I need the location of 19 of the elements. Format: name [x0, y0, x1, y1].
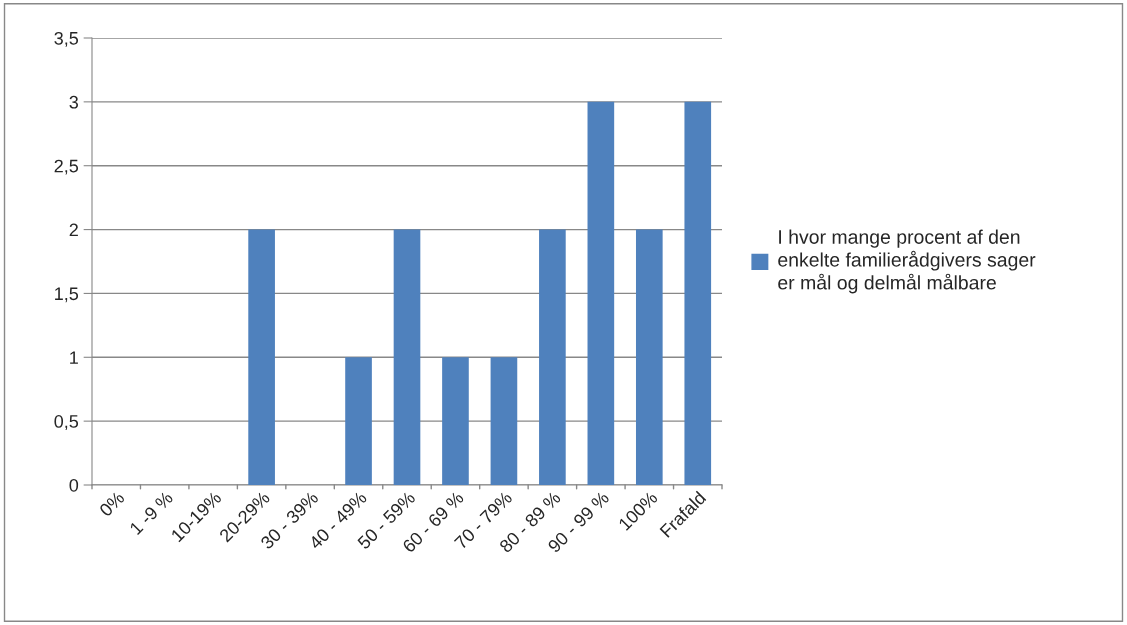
y-tick-label: 1	[70, 351, 78, 364]
x-tick-label: 0%	[98, 490, 126, 518]
y-tick-label: 0,5	[54, 415, 79, 430]
bar	[442, 357, 469, 485]
y-tick-label: 3	[69, 95, 79, 109]
y-tick-label: 3,5	[54, 31, 79, 47]
bar	[587, 101, 615, 485]
bar	[490, 357, 518, 485]
y-tick-label: 0	[69, 478, 79, 492]
y-tick-label: 2	[69, 223, 78, 237]
bar	[635, 229, 663, 485]
bar	[345, 357, 372, 485]
bar	[684, 101, 712, 485]
legend-label: I hvor mange procent af den enkelte familierådgivers sager er mål og delmål målbare	[778, 229, 1036, 294]
y-tick-label: 1,5	[55, 287, 79, 303]
bar	[248, 229, 275, 485]
y-tick-label: 2,5	[54, 159, 79, 175]
bar	[539, 229, 566, 485]
bar	[393, 229, 421, 485]
